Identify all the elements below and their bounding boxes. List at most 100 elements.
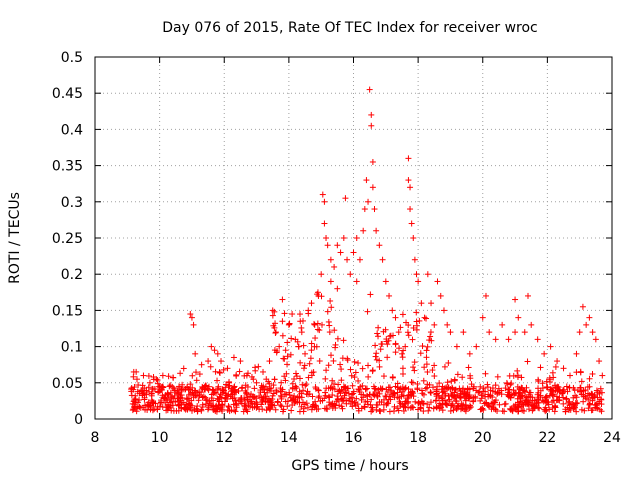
data-point	[293, 373, 300, 380]
y-tick-label: 0.05	[52, 376, 83, 392]
x-tick-label: 8	[91, 430, 100, 446]
data-point	[355, 360, 362, 367]
y-tick-label: 0.4	[61, 122, 83, 138]
data-point	[424, 401, 431, 408]
data-point	[545, 401, 552, 408]
data-point	[318, 321, 325, 328]
data-point	[375, 324, 382, 331]
data-point	[303, 391, 310, 398]
data-point	[424, 368, 431, 375]
data-point	[522, 397, 529, 404]
data-point	[341, 384, 348, 391]
data-point	[585, 396, 592, 403]
y-tick-label: 0.25	[52, 231, 83, 247]
data-point	[368, 408, 375, 415]
data-point	[494, 373, 501, 380]
data-point	[415, 278, 422, 285]
data-point	[534, 336, 541, 343]
data-point	[271, 324, 278, 331]
data-point	[193, 377, 200, 384]
data-point	[517, 393, 524, 400]
data-point	[389, 307, 396, 314]
data-point	[598, 408, 605, 415]
data-point	[337, 361, 344, 368]
data-point	[176, 383, 183, 390]
data-point	[315, 386, 322, 393]
data-point	[233, 401, 240, 408]
data-point	[198, 406, 205, 413]
data-point	[166, 383, 173, 390]
data-point	[511, 390, 518, 397]
data-point	[412, 398, 419, 405]
data-point	[585, 405, 592, 412]
data-point	[399, 384, 406, 391]
data-point	[549, 389, 556, 396]
data-point	[415, 400, 422, 407]
data-point	[410, 364, 417, 371]
data-point	[521, 387, 528, 394]
data-point	[554, 358, 561, 365]
data-point	[355, 377, 362, 384]
data-point	[151, 385, 158, 392]
data-point	[350, 249, 357, 256]
x-tick-label: 18	[409, 430, 427, 446]
data-point	[345, 385, 352, 392]
data-point	[416, 317, 423, 324]
data-point	[318, 271, 325, 278]
data-point	[356, 387, 363, 394]
data-point	[373, 227, 380, 234]
data-point	[395, 329, 402, 336]
data-point	[222, 395, 229, 402]
data-point	[306, 360, 313, 367]
y-tick-label: 0.1	[61, 340, 83, 356]
data-point	[154, 406, 161, 413]
data-point	[504, 380, 511, 387]
data-point	[422, 385, 429, 392]
data-point	[593, 387, 600, 394]
data-point	[280, 406, 287, 413]
data-point	[428, 337, 435, 344]
data-point	[369, 184, 376, 191]
data-point	[410, 404, 417, 411]
y-tick-label: 0.15	[52, 303, 83, 319]
data-point	[571, 386, 578, 393]
data-point	[149, 407, 156, 414]
data-point	[266, 358, 273, 365]
data-point	[222, 384, 229, 391]
data-point	[271, 376, 278, 383]
data-point	[417, 350, 424, 357]
data-point	[174, 398, 181, 405]
data-point	[539, 385, 546, 392]
data-point	[541, 350, 548, 357]
data-point	[510, 372, 517, 379]
data-point	[384, 341, 391, 348]
data-point	[353, 278, 360, 285]
data-point	[407, 206, 414, 213]
data-point	[389, 374, 396, 381]
data-point	[440, 307, 447, 314]
data-point	[408, 392, 415, 399]
data-point	[272, 329, 279, 336]
data-point	[512, 405, 519, 412]
data-point	[524, 358, 531, 365]
data-point	[338, 377, 345, 384]
axes-layer: 8 10 12 14 16 18 20 22 24 0 0.05 0.1 0.15 0.2 0.25 0.3 0…	[52, 50, 621, 446]
data-point	[214, 405, 221, 412]
data-point	[579, 303, 586, 310]
data-point	[466, 405, 473, 412]
data-point	[526, 406, 533, 413]
data-point	[137, 404, 144, 411]
data-point	[541, 406, 548, 413]
data-point	[129, 400, 136, 407]
data-point	[482, 393, 489, 400]
data-point	[272, 329, 279, 336]
data-point	[563, 383, 570, 390]
data-point	[418, 300, 425, 307]
data-point	[405, 177, 412, 184]
data-point	[360, 227, 367, 234]
data-point	[199, 401, 206, 408]
data-point	[349, 403, 356, 410]
data-point	[540, 398, 547, 405]
data-point	[492, 336, 499, 343]
data-point	[467, 372, 474, 379]
